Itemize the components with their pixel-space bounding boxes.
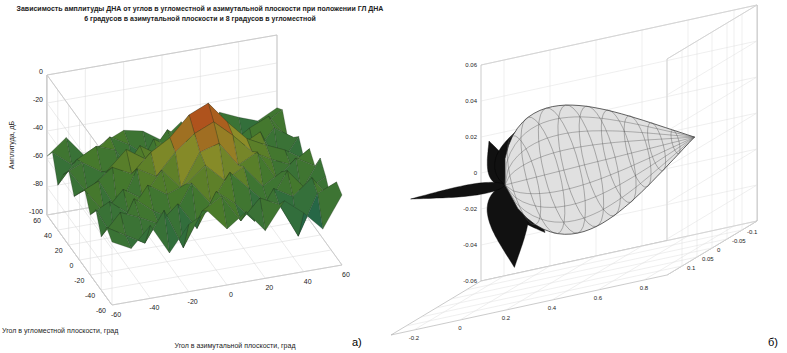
tick-label: 0.02	[465, 134, 477, 140]
grid-line	[47, 75, 48, 215]
side-lobe-shape	[411, 182, 505, 199]
grid-line	[68, 105, 69, 245]
surface-cell	[279, 201, 304, 236]
grid-line	[112, 265, 342, 305]
tick-label: -100	[29, 208, 43, 215]
lobe-mesh	[505, 137, 695, 207]
axis-label: Амплитуда, дБ	[8, 120, 16, 169]
tick-label: 0	[39, 68, 43, 75]
surface	[47, 103, 342, 253]
title: Зависимость амплитуды ДНА от углов в угл…	[17, 5, 384, 13]
tick-label: -80	[33, 180, 43, 187]
axis-label: Угол в азимутальной плоскости, град	[175, 342, 296, 350]
tick-label: 0.4	[548, 305, 557, 311]
tick-label: -20	[33, 96, 43, 103]
grid-line	[421, 257, 697, 317]
grid-line	[667, 149, 757, 203]
tick-label: 0	[70, 262, 74, 269]
lobe-mesh	[505, 117, 695, 185]
lobe-mesh	[505, 137, 695, 185]
pattern	[411, 101, 695, 268]
tick-label: -60	[111, 311, 121, 318]
axis-label: Угол в угломестной плоскости, град	[2, 327, 118, 335]
tick-label: -0.05	[732, 238, 746, 244]
tick-label: 40	[44, 232, 52, 239]
tick-label: 20	[265, 284, 273, 291]
grid-line	[667, 221, 757, 275]
figure: -60 -40 -20 0 20 40 60 -60 -40 -20 0 20 40 60 0 -20 -40 -…	[0, 0, 787, 353]
panel-b: -0.200.20.40.60.8-0.1-0.0500.050.1-0.06-…	[391, 5, 778, 348]
grid-line	[436, 248, 712, 308]
tick-label: 0	[458, 325, 462, 331]
tick-label: 60	[33, 217, 41, 224]
title: 6 градусов в азимутальной плоскости и 8 …	[84, 15, 316, 23]
grid-line	[667, 185, 757, 239]
grid-line	[451, 239, 727, 299]
tick-label: 0	[474, 170, 478, 176]
surface-cell	[145, 211, 170, 254]
lobe-mesh	[505, 137, 695, 185]
tick-label: 0.1	[687, 265, 696, 271]
tick-label: 0.05	[702, 256, 714, 262]
grid-line	[406, 266, 682, 326]
tick-label: 20	[55, 247, 63, 254]
grid-line	[481, 5, 757, 65]
panel-label: а)	[352, 336, 362, 348]
tick-label: 40	[304, 278, 312, 285]
tick-label: 0.6	[594, 295, 603, 301]
lobe-mesh	[505, 137, 695, 194]
panel-a: -60 -40 -20 0 20 40 60 -60 -40 -20 0 20 40 60 0 -20 -40 -…	[2, 5, 383, 350]
tick-label: 60	[342, 271, 350, 278]
tick-label: 0	[717, 247, 721, 253]
floor	[391, 221, 757, 335]
grid-line	[667, 77, 757, 131]
grid-line	[667, 41, 757, 95]
tick-label: -0.2	[409, 335, 420, 341]
tick-label: -20	[74, 277, 84, 284]
tick-label: 0.2	[502, 315, 511, 321]
lobe-mesh	[505, 137, 695, 222]
lobe-mesh	[505, 131, 695, 185]
grid-line	[481, 41, 757, 101]
surface-cell	[107, 228, 132, 249]
tick-label: 0	[229, 291, 233, 298]
floor	[47, 175, 342, 305]
tick-label: -60	[33, 152, 43, 159]
tick-label: -20	[188, 298, 198, 305]
tick-label: 0.06	[465, 62, 477, 68]
grid-line	[101, 250, 331, 290]
tick-label: -0.06	[463, 278, 477, 284]
main-lobe	[500, 101, 694, 238]
tick-label: -0.04	[463, 242, 477, 248]
panel-label: б)	[768, 336, 778, 348]
tick-label: -40	[85, 292, 95, 299]
tick-label: 0.04	[465, 98, 477, 104]
tick-label: -40	[33, 124, 43, 131]
tick-label: -0.02	[463, 206, 477, 212]
tick-label: 0.8	[640, 285, 649, 291]
grid-line	[667, 5, 757, 59]
tick-label: -40	[149, 304, 159, 311]
side-lobe	[411, 182, 505, 199]
grid-line	[47, 75, 48, 215]
tick-label: -60	[96, 307, 106, 314]
tick-label: -0.1	[747, 229, 758, 235]
